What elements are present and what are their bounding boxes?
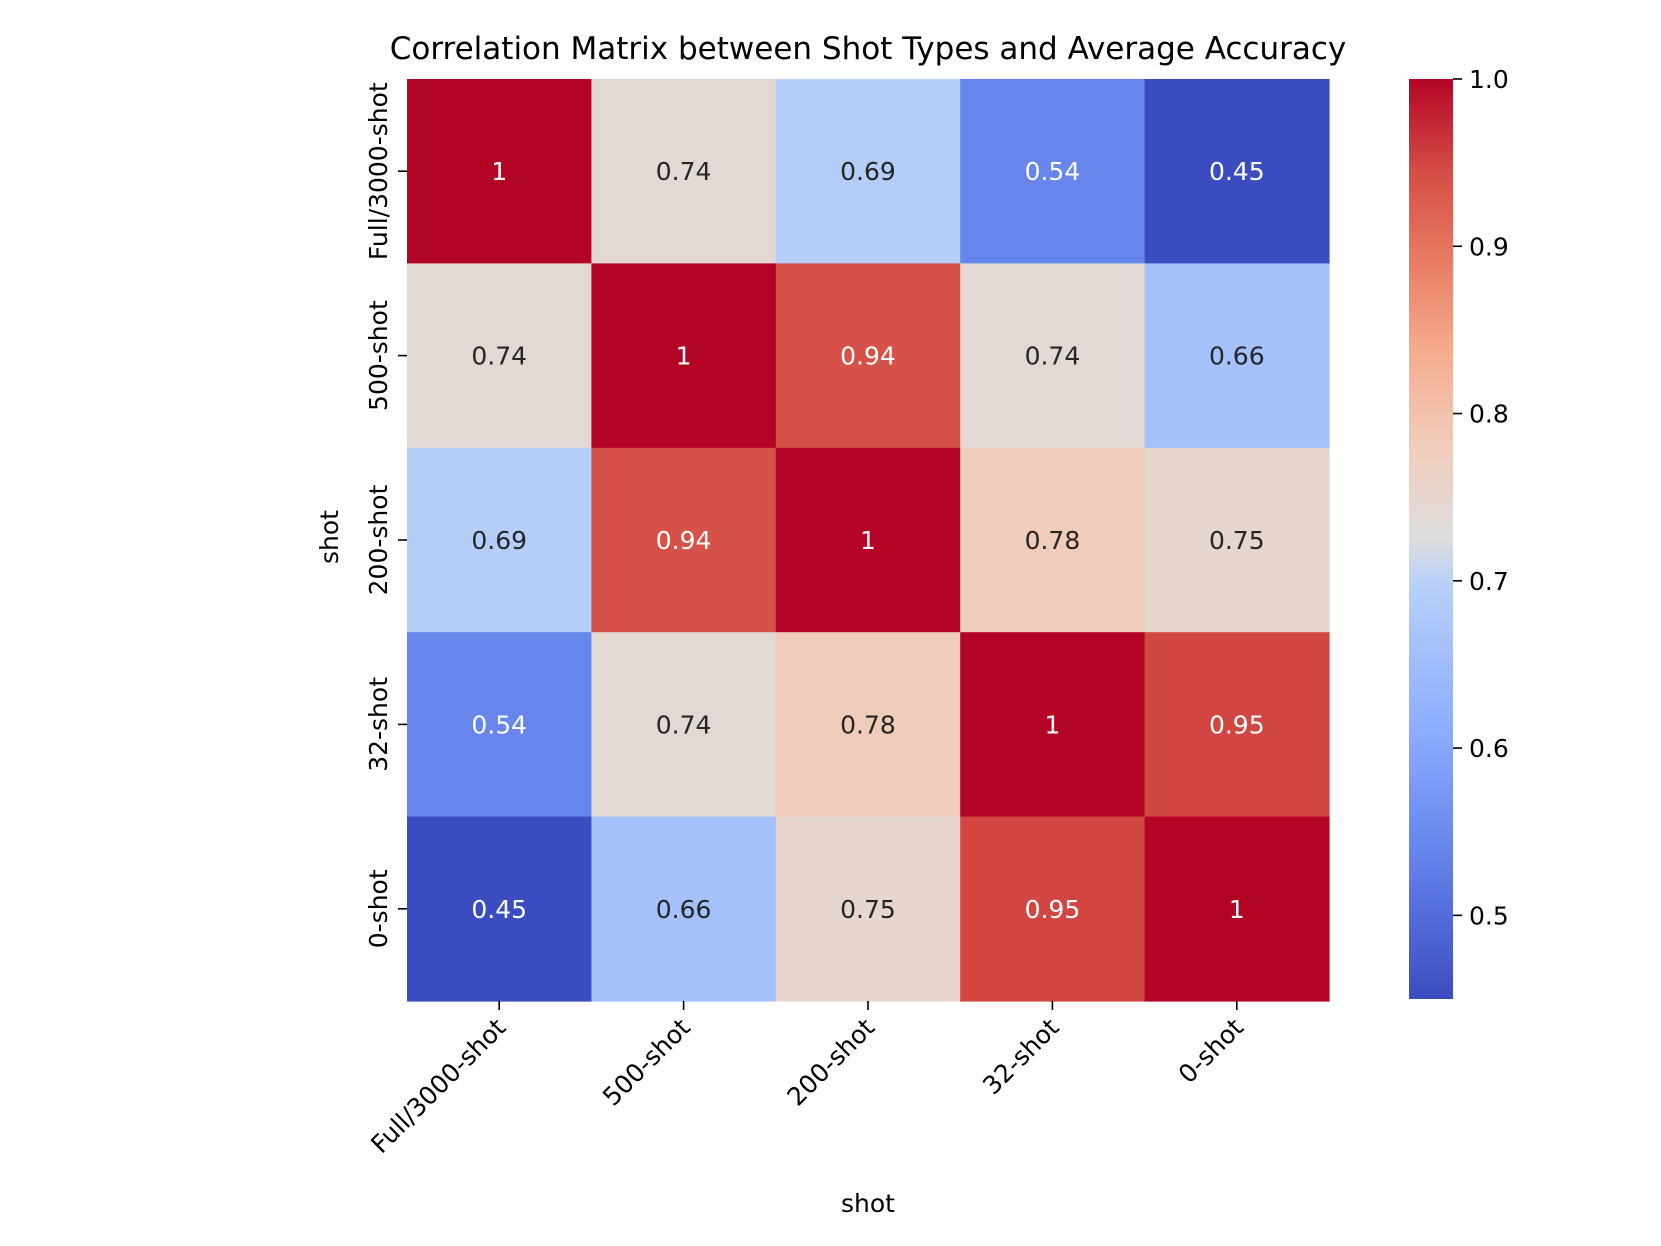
cell-value-label: 0.45 xyxy=(1209,157,1265,186)
colorbar xyxy=(1409,79,1453,999)
heatmap-cell xyxy=(775,632,961,818)
y-tick-label: 0-shot xyxy=(364,869,393,948)
heatmap-cell xyxy=(1144,816,1330,1002)
heatmap-cell-labels: 1 0.74 0.69 0.54 0.45 0.74 1 0.94 0.74 0.66 0.69 0.… xyxy=(471,157,1264,924)
x-tick-label: 0-shot xyxy=(1173,1013,1249,1089)
heatmap-cell xyxy=(1144,632,1330,818)
heatmap-cell xyxy=(591,632,777,818)
y-axis-label: shot xyxy=(315,510,344,564)
heatmap-cells xyxy=(407,79,1330,1002)
cell-value-label: 0.45 xyxy=(471,895,527,924)
x-tick-label: 32-shot xyxy=(977,1013,1065,1101)
cell-value-label: 0.66 xyxy=(656,895,712,924)
y-axis-ticks: Full/3000-shot 500-shot 200-shot 32-shot 0-s… xyxy=(364,82,407,948)
cell-value-label: 0.95 xyxy=(1209,710,1265,739)
y-tick-label: Full/3000-shot xyxy=(364,82,393,260)
colorbar-ticks: 0.5 0.6 0.7 0.8 0.9 1.0 xyxy=(1453,65,1509,930)
cell-value-label: 0.78 xyxy=(840,710,896,739)
cell-value-label: 0.95 xyxy=(1025,895,1081,924)
cell-value-label: 0.69 xyxy=(471,526,527,555)
x-axis-label: shot xyxy=(841,1189,895,1218)
y-tick-label: 200-shot xyxy=(364,484,393,595)
colorbar-tick-label: 0.6 xyxy=(1469,734,1509,763)
y-tick-label: 500-shot xyxy=(364,300,393,411)
cell-value-label: 1 xyxy=(676,342,692,371)
cell-value-label: 0.94 xyxy=(840,342,896,371)
heatmap-cell xyxy=(407,447,592,633)
heatmap-cell xyxy=(591,816,777,1002)
cell-value-label: 0.66 xyxy=(1209,342,1265,371)
chart-title: Correlation Matrix between Shot Types an… xyxy=(390,31,1347,67)
heatmap-cell xyxy=(775,263,961,449)
heatmap-cell xyxy=(591,79,777,264)
cell-value-label: 1 xyxy=(491,157,507,186)
x-tick-label: 500-shot xyxy=(597,1013,696,1112)
heatmap-cell xyxy=(775,79,961,264)
heatmap-cell xyxy=(407,816,592,1002)
x-tick-label: Full/3000-shot xyxy=(365,1013,511,1159)
colorbar-tick-label: 0.5 xyxy=(1469,901,1509,930)
colorbar-tick-label: 1.0 xyxy=(1469,65,1509,94)
y-tick-label: 32-shot xyxy=(364,677,393,772)
cell-value-label: 0.54 xyxy=(471,710,527,739)
heatmap-cell xyxy=(960,447,1146,633)
colorbar-tick-label: 0.9 xyxy=(1469,232,1509,261)
heatmap-cell xyxy=(960,263,1146,449)
heatmap-cell xyxy=(591,263,777,449)
heatmap-cell xyxy=(591,447,777,633)
cell-value-label: 0.69 xyxy=(840,157,896,186)
cell-value-label: 0.74 xyxy=(656,157,712,186)
cell-value-label: 1 xyxy=(860,526,876,555)
colorbar-tick-label: 0.8 xyxy=(1469,400,1509,429)
heatmap-cell xyxy=(960,632,1146,818)
cell-value-label: 0.78 xyxy=(1025,526,1081,555)
x-axis-ticks: Full/3000-shot 500-shot 200-shot 32-shot 0-s… xyxy=(365,1001,1249,1159)
heatmap-cell xyxy=(960,816,1146,1002)
cell-value-label: 0.74 xyxy=(471,342,527,371)
x-tick-label: 200-shot xyxy=(781,1013,880,1112)
cell-value-label: 0.75 xyxy=(1209,526,1265,555)
cell-value-label: 0.75 xyxy=(840,895,896,924)
heatmap-cell xyxy=(407,79,592,264)
heatmap-cell xyxy=(1144,447,1330,633)
cell-value-label: 1 xyxy=(1229,895,1245,924)
heatmap-cell xyxy=(1144,79,1330,264)
colorbar-tick-label: 0.7 xyxy=(1469,567,1509,596)
cell-value-label: 0.54 xyxy=(1025,157,1081,186)
cell-value-label: 1 xyxy=(1044,710,1060,739)
cell-value-label: 0.94 xyxy=(656,526,712,555)
heatmap-cell xyxy=(407,263,592,449)
heatmap-cell xyxy=(775,816,961,1002)
heatmap-cell xyxy=(407,632,592,818)
heatmap-cell xyxy=(1144,263,1330,449)
heatmap-cell xyxy=(775,447,961,633)
cell-value-label: 0.74 xyxy=(1025,342,1081,371)
cell-value-label: 0.74 xyxy=(656,710,712,739)
heatmap-cell xyxy=(960,79,1146,264)
